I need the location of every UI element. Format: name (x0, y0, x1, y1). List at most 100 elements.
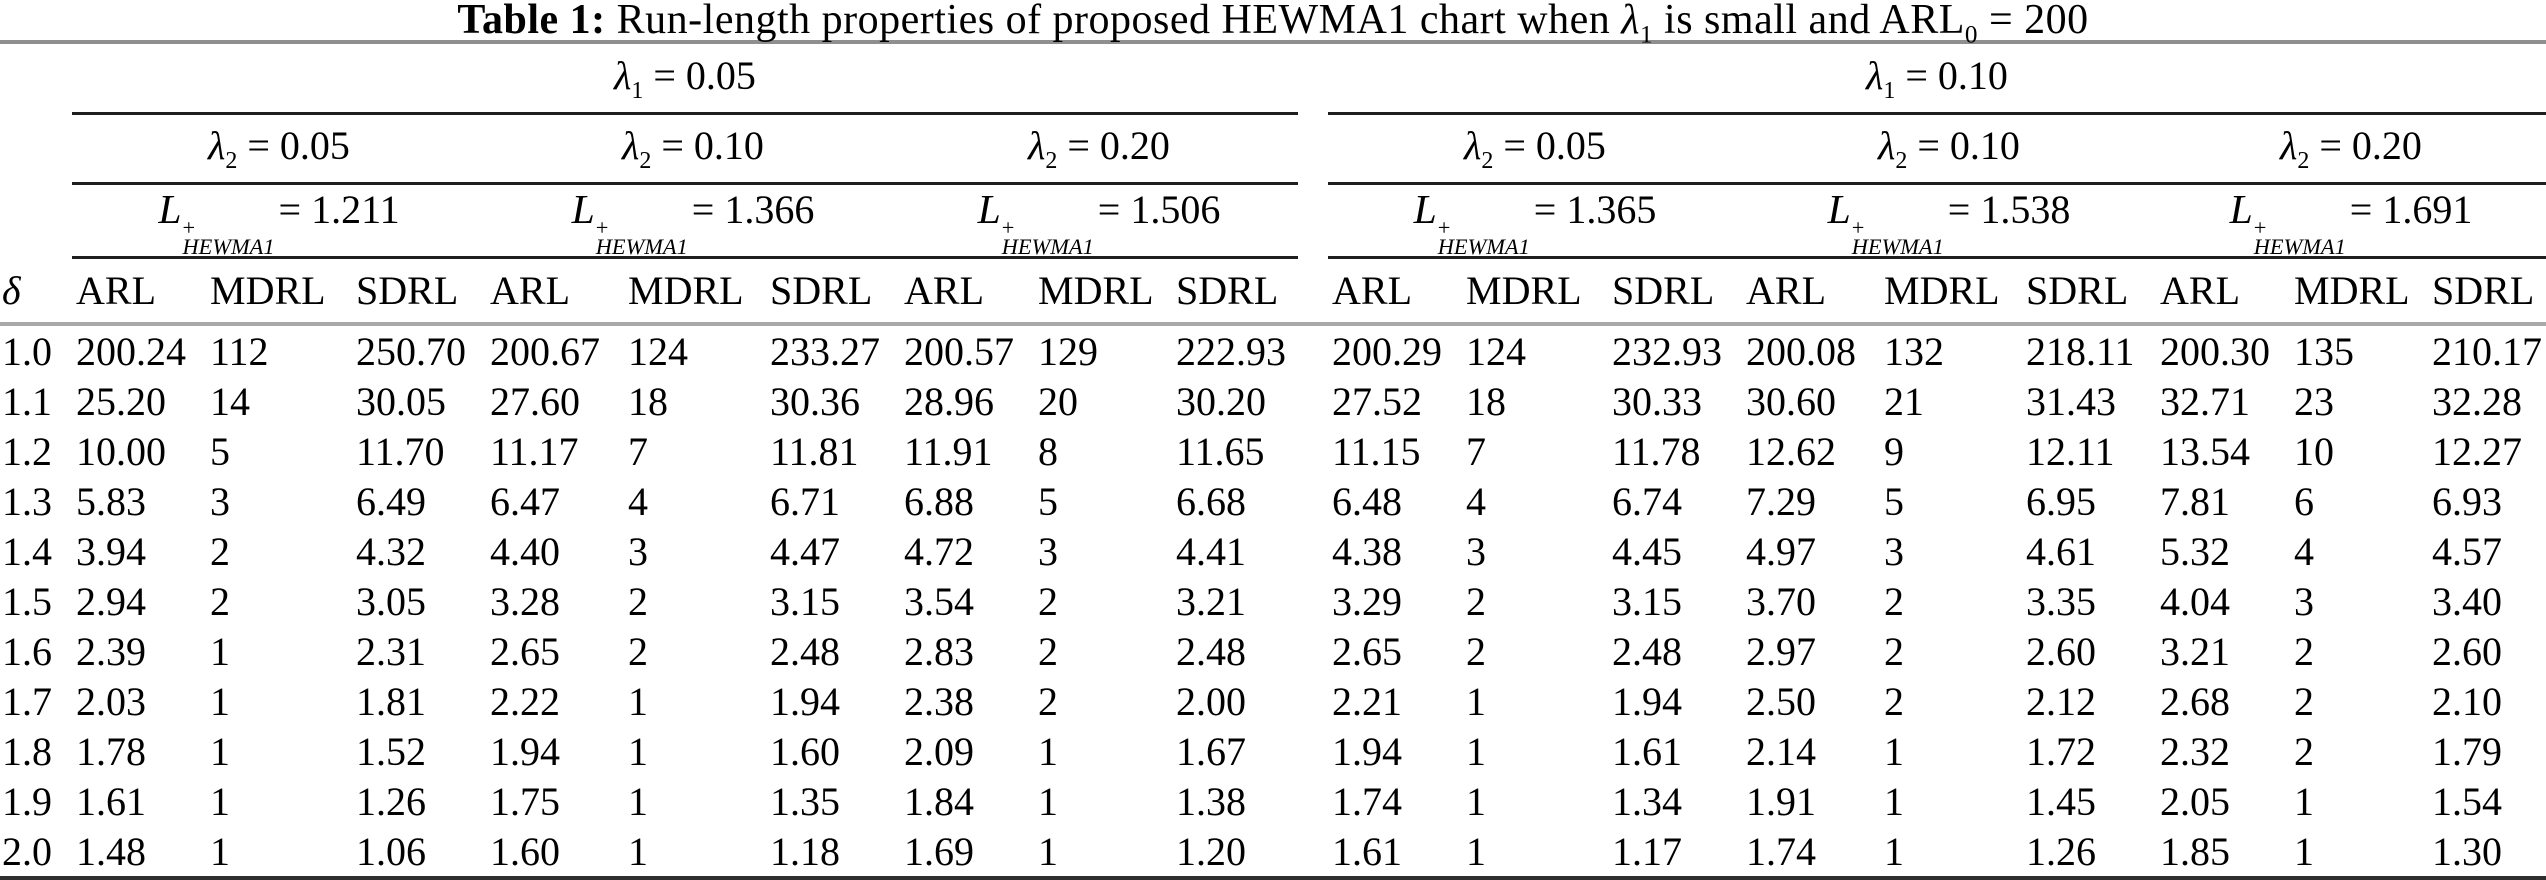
value-cell: 2 (1038, 678, 1058, 724)
lambda1-group-1: λ1 = 0.10 (1328, 44, 2546, 115)
arl-symbol: ARL (1879, 0, 1965, 43)
half-gap (1298, 576, 1328, 626)
value-cell: 2 (1884, 578, 1904, 624)
value-cell: 1.74 (1746, 828, 1816, 874)
value-cell: 13.54 (2160, 428, 2250, 474)
L-symbol: L (1413, 186, 1437, 232)
value-cell: 25.20 (76, 378, 166, 424)
table-row: 1.4 3.94 2 4.32 4.40 3 4.47 4.72 3 4.41 4.38 3 4.45 4… (0, 526, 2546, 576)
value-cell: 2 (1466, 578, 1486, 624)
value-cell: 12.11 (2026, 428, 2115, 474)
value-cell: 1 (210, 828, 230, 874)
L-symbol: L (571, 186, 595, 232)
value-cell: 112 (210, 328, 269, 374)
lambda2-group-0: λ2 = 0.05 (72, 115, 486, 185)
value-cell: 10 (2294, 428, 2334, 474)
col-header: ARL (72, 259, 206, 327)
value-cell: 2.10 (2432, 678, 2502, 724)
value-cell: 2.39 (76, 628, 146, 674)
value-cell: 1.72 (2026, 728, 2096, 774)
value-cell: 1 (1038, 778, 1058, 824)
lambda-symbol: λ (1621, 0, 1640, 43)
value-cell: 1 (2294, 828, 2314, 874)
value-cell: 1.94 (1332, 728, 1402, 774)
value-cell: 4.97 (1746, 528, 1816, 574)
value-cell: 5.32 (2160, 528, 2230, 574)
col-header: MDRL (206, 259, 352, 327)
value-cell: 1 (2294, 778, 2314, 824)
value-cell: 11.78 (1612, 428, 1701, 474)
value-cell: 6.68 (1176, 478, 1246, 524)
value-cell: 1.17 (1612, 828, 1682, 874)
value-cell: 135 (2294, 328, 2354, 374)
half-gap (1298, 676, 1328, 726)
value-cell: 2 (2294, 728, 2314, 774)
half-gap (1298, 326, 1328, 376)
lambda2-header-row: λ2 = 0.05 λ2 = 0.10 λ2 = 0.20 λ2 = 0.05 … (0, 115, 2546, 185)
L-group-4: L + HEWMA1 = 1.538 (1742, 185, 2156, 260)
value-cell: 1 (1466, 828, 1486, 874)
value-cell: 250.70 (356, 328, 466, 374)
column-header-row: δ ARL MDRL SDRL ARL MDRL SDRL ARL MDRL S… (0, 259, 2546, 327)
value-cell: 124 (628, 328, 688, 374)
value-cell: 2.65 (490, 628, 560, 674)
value-cell: 2 (1884, 628, 1904, 674)
value-cell: 2.48 (1612, 628, 1682, 674)
value-cell: 8 (1038, 428, 1058, 474)
lambda1-header-row: λ1 = 0.05 λ1 = 0.10 (0, 44, 2546, 115)
value-cell: 11.70 (356, 428, 445, 474)
value-cell: 18 (1466, 378, 1506, 424)
value-cell: 1 (1038, 728, 1058, 774)
col-header: MDRL (2290, 259, 2428, 327)
value-cell: 1.61 (1332, 828, 1402, 874)
col-header: MDRL (1462, 259, 1608, 327)
value-cell: 9 (1884, 428, 1904, 474)
col-header: ARL (1328, 259, 1462, 327)
value-cell: 4.41 (1176, 528, 1246, 574)
value-cell: 1.34 (1612, 778, 1682, 824)
value-cell: 21 (1884, 378, 1924, 424)
value-cell: 20 (1038, 378, 1078, 424)
value-cell: 30.60 (1746, 378, 1836, 424)
value-cell: 2.48 (1176, 628, 1246, 674)
value-cell: 2.03 (76, 678, 146, 724)
value-cell: 1 (210, 678, 230, 724)
col-header: ARL (486, 259, 624, 327)
value-cell: 1 (1466, 778, 1486, 824)
value-cell: 1 (1466, 728, 1486, 774)
value-cell: 6.49 (356, 478, 426, 524)
value-cell: 1.60 (490, 828, 560, 874)
value-cell: 4.57 (2432, 528, 2502, 574)
value-cell: 1.94 (1612, 678, 1682, 724)
col-header: SDRL (1172, 259, 1298, 327)
value-cell: 1.79 (2432, 728, 2502, 774)
value-cell: 2.22 (490, 678, 560, 724)
L-group-0: L + HEWMA1 = 1.211 (72, 185, 486, 260)
value-cell: 11.65 (1176, 428, 1265, 474)
L-group-1: L + HEWMA1 = 1.366 (486, 185, 900, 260)
value-cell: 1.74 (1332, 778, 1402, 824)
spacer-cell (0, 115, 72, 185)
value-cell: 3.05 (356, 578, 426, 624)
value-cell: 6.47 (490, 478, 560, 524)
value-cell: 1 (628, 778, 648, 824)
value-cell: 3.28 (490, 578, 560, 624)
value-cell: 1.60 (770, 728, 840, 774)
value-cell: 1.94 (490, 728, 560, 774)
col-header: SDRL (1608, 259, 1742, 327)
lambda2-group-3: λ2 = 0.05 (1328, 115, 1742, 185)
value-cell: 1.38 (1176, 778, 1246, 824)
col-header: ARL (900, 259, 1034, 327)
value-cell: 14 (210, 378, 250, 424)
value-cell: 4.61 (2026, 528, 2096, 574)
value-cell: 1.35 (770, 778, 840, 824)
half-gap (1298, 726, 1328, 776)
value-cell: 3.21 (1176, 578, 1246, 624)
value-cell: 1.78 (76, 728, 146, 774)
L-symbol: L (977, 186, 1001, 232)
value-cell: 23 (2294, 378, 2334, 424)
half-gap (1298, 44, 1328, 115)
col-header: SDRL (766, 259, 900, 327)
value-cell: 1.54 (2432, 778, 2502, 824)
value-cell: 7.29 (1746, 478, 1816, 524)
